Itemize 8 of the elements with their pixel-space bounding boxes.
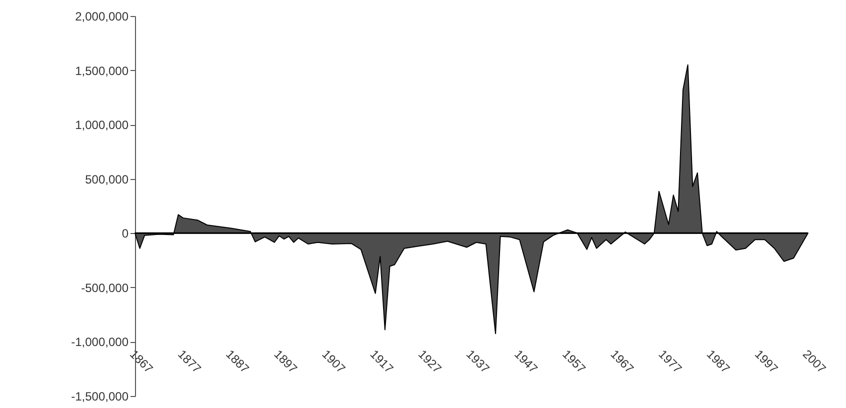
y-tick-label: -500,000	[81, 280, 129, 295]
y-tick-label: -1,000,000	[71, 335, 129, 350]
y-tick-label: 0	[122, 226, 129, 241]
y-tick-label: 1,000,000	[75, 118, 129, 132]
y-tick-label: 1,500,000	[75, 64, 129, 78]
y-tick-label: -1,500,000	[71, 390, 129, 404]
y-tick-label: 2,000,000	[75, 10, 129, 24]
y-tick-label: 500,000	[85, 172, 129, 186]
